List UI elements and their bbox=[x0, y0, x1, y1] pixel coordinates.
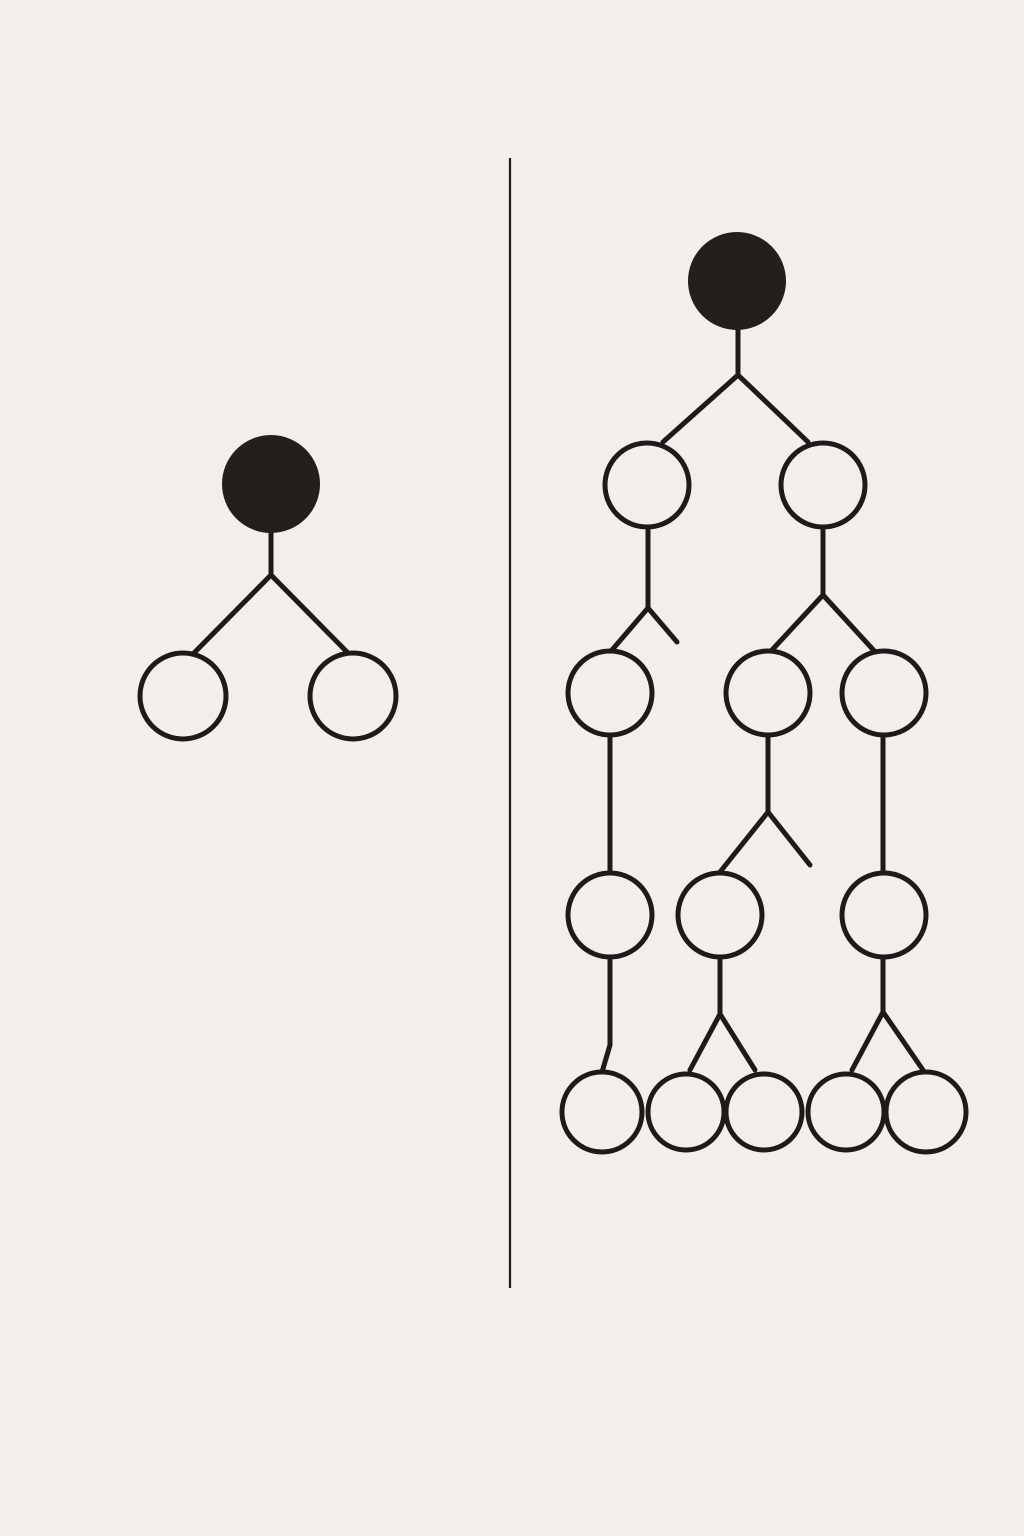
tree-node-e bbox=[839, 648, 929, 738]
tree-node-c bbox=[565, 648, 655, 738]
child-node bbox=[307, 650, 399, 742]
tree-edge bbox=[660, 322, 811, 445]
tree-node-g bbox=[675, 870, 765, 960]
tree-node-k bbox=[723, 1071, 805, 1153]
root-node bbox=[222, 435, 320, 533]
child-node bbox=[137, 650, 229, 742]
tree-edge bbox=[849, 955, 926, 1073]
tree-node-d bbox=[723, 648, 813, 738]
tree-node-a bbox=[602, 440, 692, 530]
tree-edge bbox=[599, 955, 613, 1075]
tree-node-f bbox=[565, 870, 655, 960]
tree-edge bbox=[769, 525, 881, 658]
small-tree bbox=[137, 435, 399, 742]
tree-edge bbox=[717, 735, 813, 875]
tree-node-b bbox=[778, 440, 868, 530]
tree-node-j bbox=[645, 1071, 727, 1153]
tree-edge bbox=[687, 955, 758, 1073]
tree-node-m bbox=[883, 1069, 969, 1155]
tree-node-l bbox=[805, 1071, 887, 1153]
root-node bbox=[688, 232, 786, 330]
tree-edge bbox=[609, 525, 680, 653]
tree-edge bbox=[189, 525, 353, 658]
tree-node-h bbox=[839, 870, 929, 960]
large-tree bbox=[559, 232, 969, 1155]
tree-node-i bbox=[559, 1069, 645, 1155]
